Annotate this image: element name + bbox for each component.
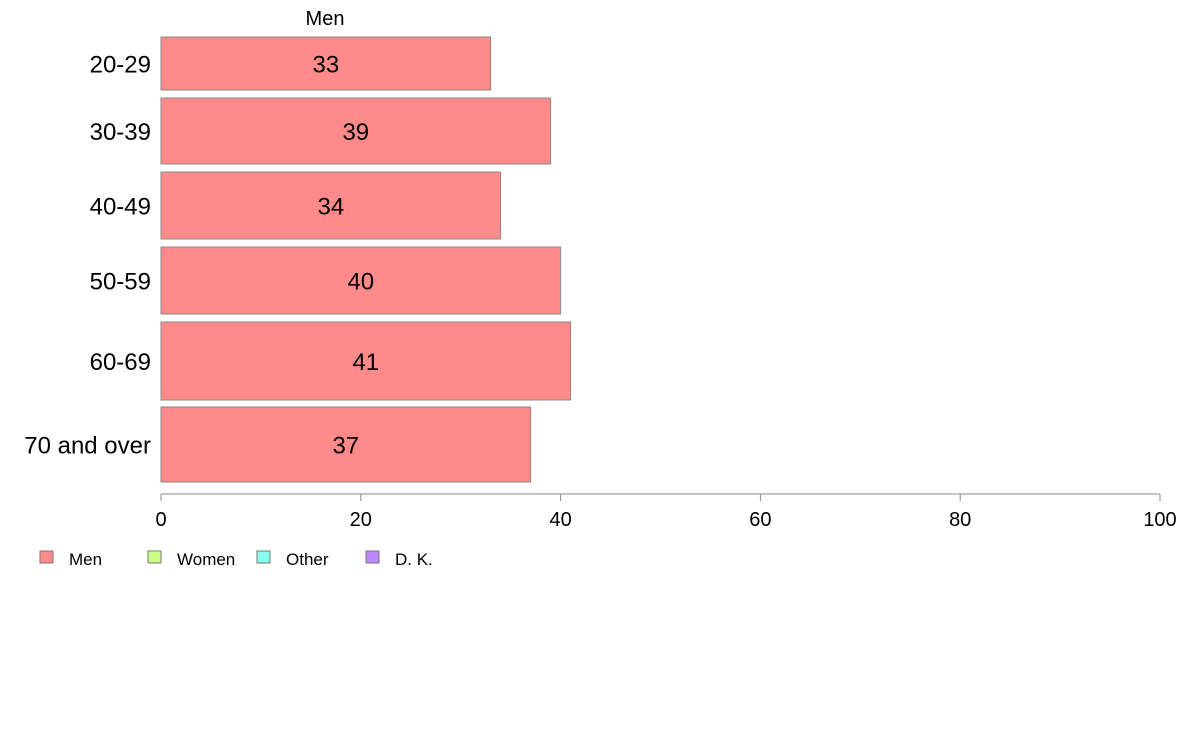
- series-header: Men: [306, 8, 345, 30]
- legend-swatch: [256, 550, 271, 564]
- bar-value-label: 33: [312, 52, 339, 79]
- legend-swatch: [39, 550, 54, 564]
- category-label: 70 and over: [24, 433, 151, 460]
- bar-value-label: 41: [352, 349, 379, 376]
- x-tick-label: 60: [749, 509, 771, 531]
- bar-value-label: 37: [332, 433, 359, 460]
- bar-20-29: [160, 36, 492, 91]
- bar-40-49: [160, 171, 502, 240]
- category-label: 20-29: [90, 52, 151, 79]
- legend-swatch: [365, 550, 380, 564]
- category-label: 40-49: [90, 194, 151, 221]
- legend: Men Women Other D. K.: [39, 550, 433, 569]
- category-label: 30-39: [90, 119, 151, 146]
- bar-value-label: 39: [342, 119, 369, 146]
- bar-60-69: [160, 321, 572, 401]
- x-tick-label: 20: [350, 509, 372, 531]
- category-label: 50-59: [90, 269, 151, 296]
- x-tick-label: 40: [549, 509, 571, 531]
- legend-label: D. K.: [395, 550, 433, 569]
- legend-label: Women: [177, 550, 235, 569]
- category-label: 60-69: [90, 349, 151, 376]
- x-tick-label: 100: [1143, 509, 1176, 531]
- x-axis: 0 20 40 60 80 100: [155, 493, 1177, 531]
- legend-label: Other: [286, 550, 329, 569]
- legend-swatch: [147, 550, 162, 564]
- bars: 33 39 34 40 41 37: [160, 36, 572, 483]
- x-tick-label: 0: [155, 509, 166, 531]
- x-tick-label: 80: [949, 509, 971, 531]
- bar-value-label: 40: [347, 269, 374, 296]
- bar-70-and-over: [160, 406, 532, 483]
- category-labels: 20-29 30-39 40-49 50-59 60-69 70 and over: [24, 52, 151, 460]
- legend-label: Men: [69, 550, 102, 569]
- bar-30-39: [160, 97, 552, 165]
- bar-50-59: [160, 246, 562, 315]
- bar-value-label: 34: [317, 194, 344, 221]
